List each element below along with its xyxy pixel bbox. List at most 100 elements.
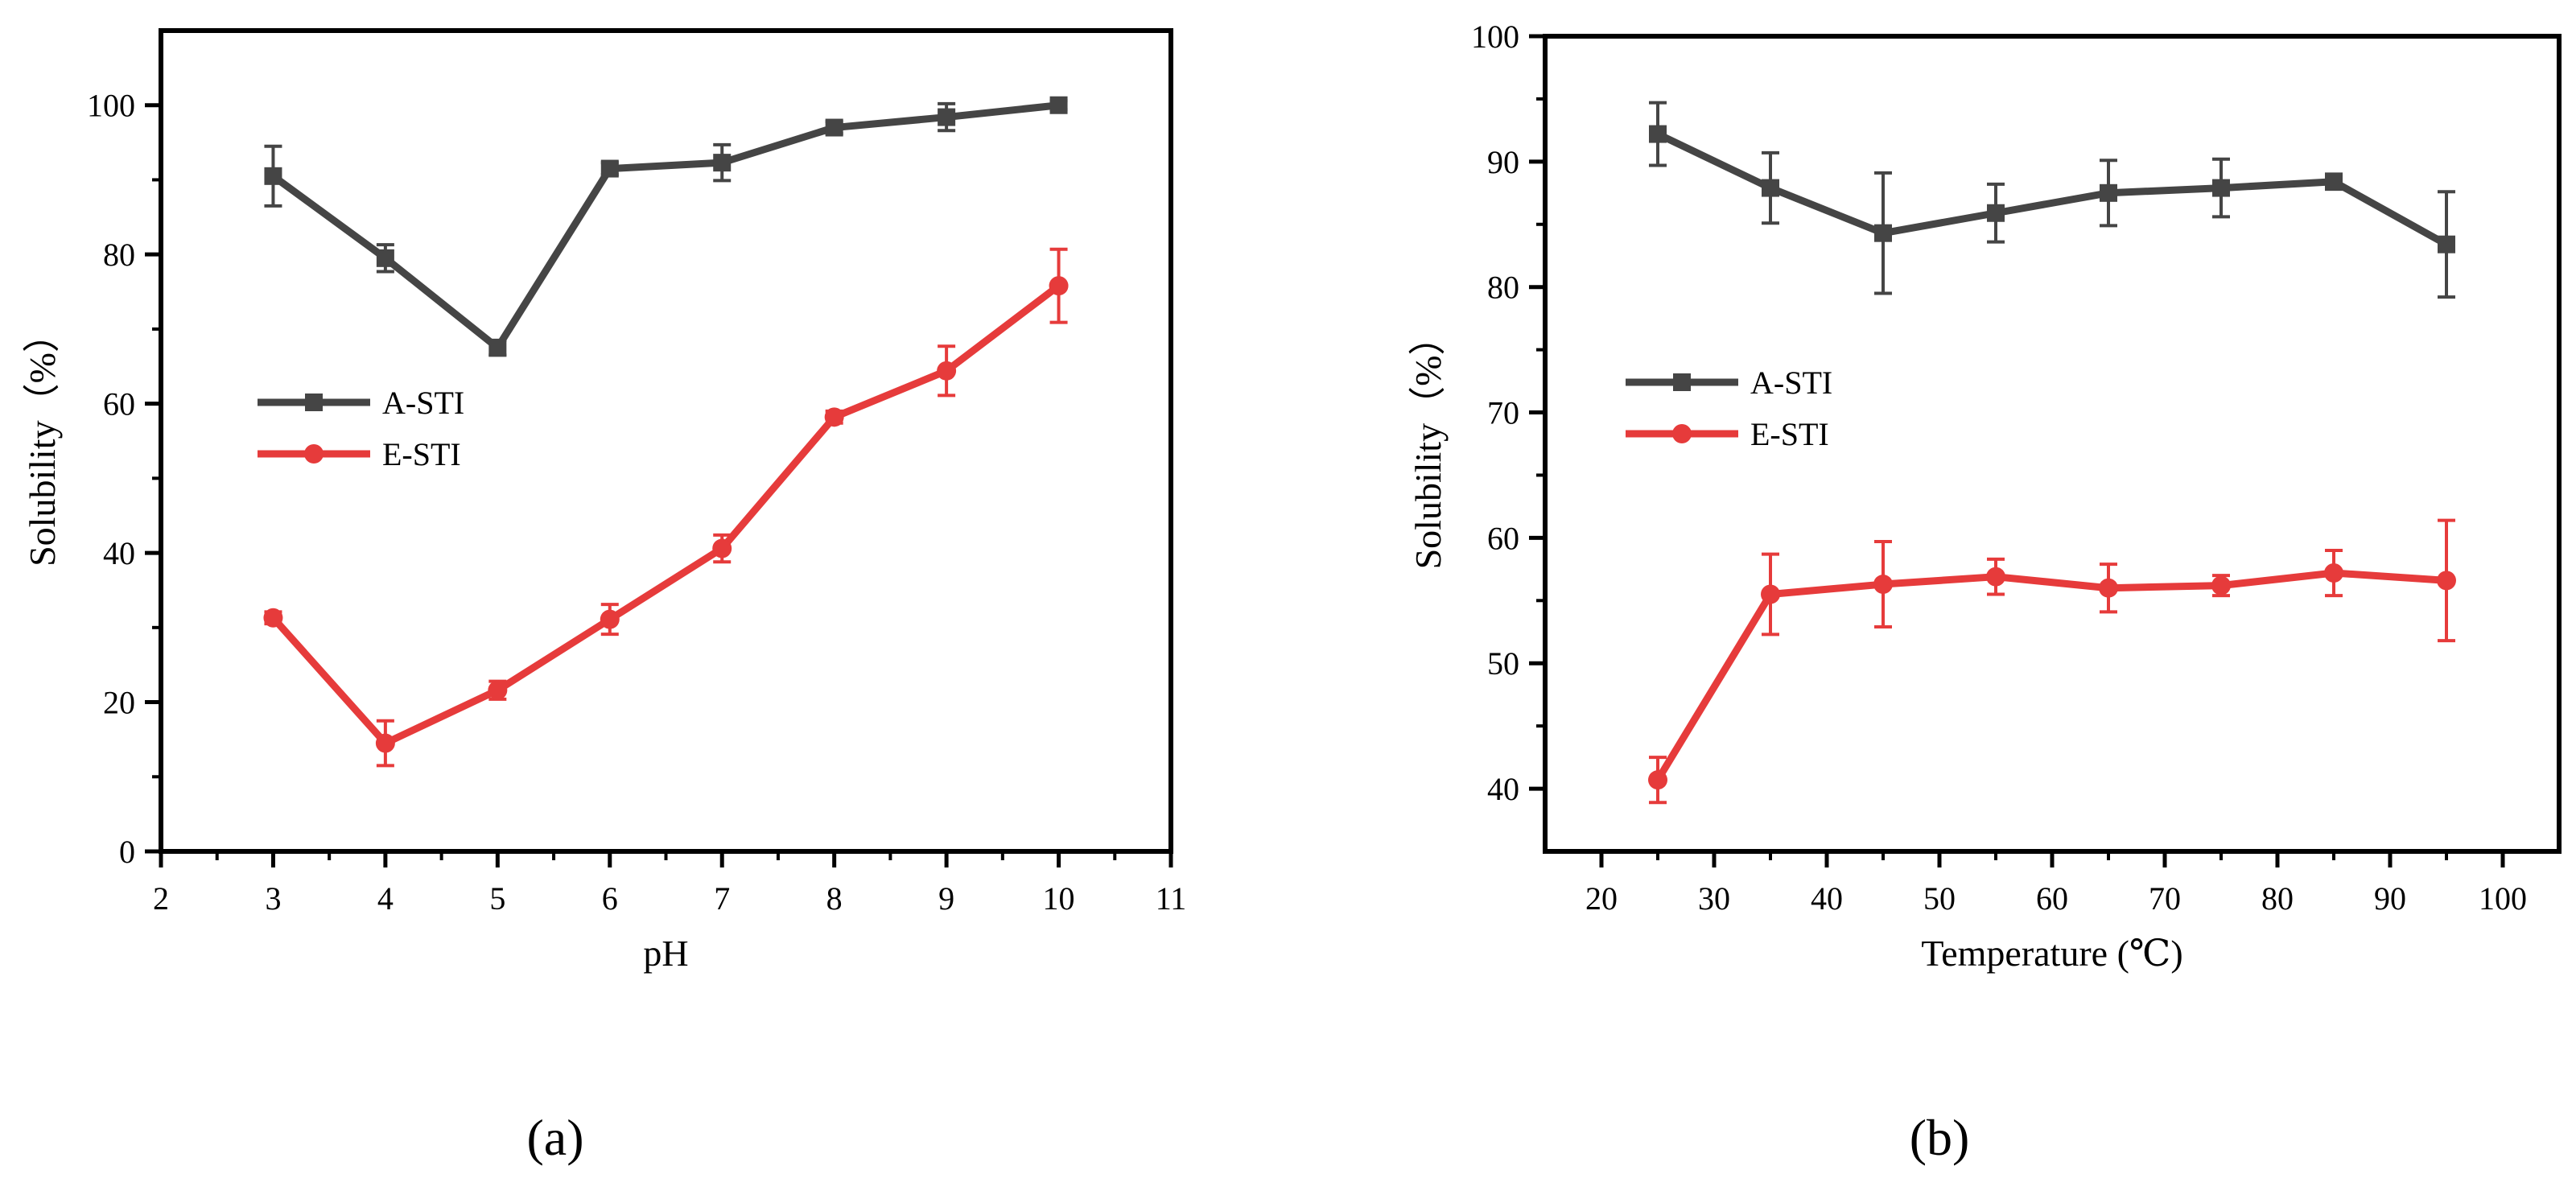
data-point (1987, 204, 2005, 222)
y-tick-label: 100 (1471, 19, 1519, 55)
axis-ticks-b: 20 30 40 50 60 70 80 90 100 40 50 60 70 80 90 100 (1471, 19, 2527, 917)
x-tick-label: 60 (2036, 880, 2068, 917)
legend-marker (305, 394, 323, 411)
y-tick-label: 80 (1487, 270, 1519, 306)
data-point (2100, 183, 2117, 202)
data-point (2325, 172, 2343, 191)
chart-panel-a: 2 3 4 5 6 7 8 9 10 11 0 20 40 60 80 100 A-STI E-STI pH S… (22, 28, 1186, 1166)
data-point (488, 680, 508, 700)
y-axis-label-a: Solubility（%） (22, 315, 63, 567)
legend-label: E-STI (382, 436, 461, 472)
y-axis-label-b: Solubility（%） (1408, 319, 1449, 570)
series-line (270, 282, 1061, 748)
y-tick-label: 20 (103, 685, 135, 721)
data-point (2211, 575, 2231, 595)
y-tick-label: 40 (103, 535, 135, 571)
data-point (824, 407, 844, 427)
legend-marker (1672, 424, 1692, 443)
series-line (1655, 569, 2447, 782)
legend-marker (1673, 373, 1691, 391)
series-line (1656, 130, 2449, 248)
x-tick-label: 10 (1043, 880, 1075, 917)
data-point (376, 249, 394, 267)
data-point (1874, 224, 1892, 242)
data-point (937, 361, 957, 381)
panel-label-b: (b) (1910, 1109, 1970, 1166)
y-tick-label: 0 (119, 834, 135, 870)
y-tick-label: 50 (1487, 645, 1519, 682)
legend-label: A-STI (1750, 365, 1832, 401)
data-point (375, 733, 395, 753)
data-point (2437, 571, 2456, 591)
x-tick-label: 3 (265, 880, 281, 917)
x-tick-label: 50 (1923, 880, 1956, 917)
series-a-sti (1649, 101, 2455, 299)
chart-panel-b: 20 30 40 50 60 70 80 90 100 40 50 60 70 80 90 100 A-STI… (1408, 19, 2562, 1166)
x-tick-label: 11 (1156, 880, 1187, 917)
x-tick-label: 8 (826, 880, 843, 917)
x-tick-label: 9 (938, 880, 954, 917)
data-point (2438, 235, 2455, 253)
x-tick-label: 7 (714, 880, 730, 917)
data-point (1986, 567, 2005, 587)
x-tick-label: 100 (2479, 880, 2527, 917)
data-point (263, 608, 283, 628)
data-point (1873, 575, 1893, 595)
plot-frame-b (1543, 34, 2562, 854)
legend-label: E-STI (1750, 416, 1829, 452)
series-group-a (263, 96, 1069, 768)
y-tick-label: 80 (103, 237, 135, 273)
data-point (1648, 770, 1667, 790)
x-tick-label: 20 (1585, 880, 1618, 917)
x-tick-label: 30 (1698, 880, 1730, 917)
y-tick-label: 60 (103, 386, 135, 422)
legend-item-a-sti: A-STI (258, 385, 464, 421)
series-a-sti (264, 96, 1068, 357)
x-tick-label: 6 (602, 880, 618, 917)
data-point (1649, 125, 1667, 143)
x-tick-label: 80 (2261, 880, 2294, 917)
data-point (1762, 179, 1779, 197)
legend-label: A-STI (382, 385, 464, 421)
axis-ticks-a: 2 3 4 5 6 7 8 9 10 11 0 20 40 60 80 100 (87, 88, 1186, 917)
legend-item-e-sti: E-STI (258, 436, 461, 472)
x-tick-label: 70 (2149, 880, 2181, 917)
plot-frame-a (159, 28, 1173, 854)
legend-b: A-STI E-STI (1626, 365, 1832, 452)
data-point (1049, 96, 1068, 114)
data-point (600, 159, 619, 178)
data-point (938, 108, 956, 126)
legend-a: A-STI E-STI (258, 385, 464, 472)
x-tick-label: 40 (1811, 880, 1843, 917)
y-tick-label: 70 (1487, 395, 1519, 431)
y-tick-label: 100 (87, 88, 135, 124)
x-tick-label: 5 (489, 880, 505, 917)
x-axis-label-b: Temperature (℃) (1921, 933, 2182, 974)
legend-marker (304, 444, 324, 464)
y-tick-label: 90 (1487, 144, 1519, 180)
panel-label-a: (a) (526, 1109, 583, 1166)
x-tick-label: 2 (153, 880, 169, 917)
data-point (488, 339, 507, 357)
series-group-b (1648, 101, 2456, 805)
data-point (712, 538, 732, 558)
legend-item-a-sti: A-STI (1626, 365, 1832, 401)
data-point (2212, 179, 2230, 197)
data-point (264, 167, 282, 185)
data-point (825, 118, 843, 137)
x-tick-label: 90 (2374, 880, 2406, 917)
data-point (1049, 276, 1069, 296)
data-point (713, 154, 732, 172)
x-axis-label-a: pH (643, 933, 688, 974)
data-point (600, 609, 620, 629)
series-line (270, 101, 1060, 352)
x-tick-label: 4 (377, 880, 394, 917)
data-point (2324, 563, 2343, 583)
series-e-sti (1648, 518, 2456, 805)
data-point (2099, 578, 2118, 598)
y-tick-label: 60 (1487, 520, 1519, 556)
y-tick-label: 40 (1487, 771, 1519, 807)
data-point (1761, 584, 1780, 604)
series-e-sti (263, 247, 1069, 768)
